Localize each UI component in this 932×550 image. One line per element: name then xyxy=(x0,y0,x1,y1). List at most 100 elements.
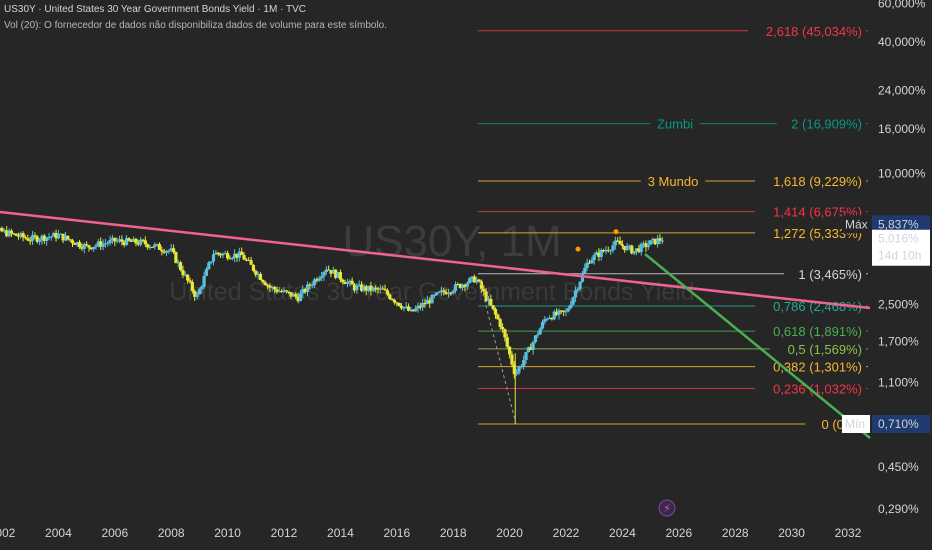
time-tick: 2010 xyxy=(214,526,241,540)
candle-body xyxy=(150,246,154,248)
candle-body xyxy=(543,319,547,322)
candle-body xyxy=(237,251,241,258)
candle-body xyxy=(136,243,140,245)
candle-body xyxy=(352,284,357,291)
candle-body xyxy=(500,326,505,330)
candle-body xyxy=(277,291,281,293)
candle-body xyxy=(287,291,291,293)
candle-body xyxy=(442,290,446,293)
candle-body xyxy=(221,253,225,256)
projection-line xyxy=(644,253,871,439)
candle-body xyxy=(120,239,124,242)
candle-body xyxy=(435,292,439,295)
candle-body xyxy=(623,245,627,251)
fib-tag: 3 Mundo xyxy=(648,174,699,189)
candle-body xyxy=(383,289,387,291)
candle-body xyxy=(33,235,37,237)
candle-body xyxy=(26,238,30,241)
candle-body xyxy=(254,270,258,275)
symbol-watermark: US30Y, 1M United States 30 Year Governme… xyxy=(169,217,694,306)
candle-body xyxy=(70,240,75,244)
candle-body xyxy=(449,292,453,294)
candle-body xyxy=(289,292,293,297)
candle-body xyxy=(247,259,251,261)
candle-body xyxy=(162,251,166,253)
price-axis[interactable]: 60,000% 40,000% 24,000% 16,000% 10,000% 2,500… xyxy=(878,0,926,516)
candle-body xyxy=(348,280,352,282)
fib-label-bg xyxy=(755,203,866,220)
candle-body xyxy=(235,253,239,258)
candle-body xyxy=(52,232,56,237)
time-tick: 2002 xyxy=(0,526,16,540)
min-value: 0,710% xyxy=(878,417,919,431)
candle-body xyxy=(270,286,274,288)
candle-body xyxy=(329,270,333,274)
candle-body xyxy=(609,250,613,252)
candle-body xyxy=(2,230,6,232)
time-axis[interactable]: 2002 2004 2006 2008 2010 2012 2014 2016 2018 2020… xyxy=(0,526,862,540)
candle-body xyxy=(89,247,93,250)
candle-body xyxy=(308,284,312,286)
time-tick: 2024 xyxy=(609,526,636,540)
candle-body xyxy=(566,308,570,312)
candle-body xyxy=(597,252,601,257)
candle-body xyxy=(357,284,361,286)
candle-body xyxy=(171,248,176,253)
candle-body xyxy=(40,235,44,240)
candle-body xyxy=(106,243,110,245)
fib-label: 2 (16,909%) xyxy=(791,117,862,132)
candle-body xyxy=(66,235,70,240)
candle-body xyxy=(472,276,476,283)
max-label: Máx xyxy=(845,217,868,231)
candle-body xyxy=(656,238,660,245)
candle-body xyxy=(399,305,404,309)
candle-body xyxy=(153,244,157,247)
chart-title: US30Y · United States 30 Year Government… xyxy=(4,4,307,15)
candle-body xyxy=(406,306,411,311)
candle-body xyxy=(350,280,354,285)
candle-body xyxy=(42,235,46,241)
candles xyxy=(0,225,664,424)
price-tags: Máx 5,837%5,016% 14d 10h Mín 0,710% xyxy=(842,215,930,433)
candle-body xyxy=(644,243,648,248)
candle-body xyxy=(334,269,338,278)
candle-body xyxy=(317,278,321,281)
time-tick: 2018 xyxy=(440,526,467,540)
candle-body xyxy=(75,242,79,245)
candle-body xyxy=(327,269,331,271)
candle-body xyxy=(362,286,366,291)
candle-body xyxy=(550,317,554,320)
candle-body xyxy=(369,285,373,291)
candle-body xyxy=(148,246,152,248)
candle-body xyxy=(505,337,509,347)
price-tick: 16,000% xyxy=(878,122,926,136)
candle-body xyxy=(240,251,244,256)
candle-body xyxy=(197,289,201,295)
candle-body xyxy=(421,302,425,308)
candle-body xyxy=(538,328,542,335)
candle-body xyxy=(73,243,77,245)
fib-label-bg xyxy=(776,115,866,132)
candle-body xyxy=(463,284,467,287)
candle-body xyxy=(176,262,180,264)
candle-body xyxy=(594,252,599,255)
candle-body xyxy=(343,282,347,284)
candle-body xyxy=(63,235,68,241)
fib-tag-bg xyxy=(640,172,706,189)
candle-body xyxy=(207,262,211,269)
candle-body xyxy=(122,241,126,246)
price-tick: 1,100% xyxy=(878,376,919,390)
candle-body xyxy=(547,317,552,319)
candle-body xyxy=(388,294,392,299)
candle-body xyxy=(576,289,580,291)
flash-icon[interactable]: ⚡ xyxy=(658,499,676,517)
candle-body xyxy=(160,249,164,252)
candle-body xyxy=(59,233,63,235)
candle-body xyxy=(395,302,399,304)
candle-body xyxy=(569,304,573,309)
fib-label-bg xyxy=(755,172,866,189)
candle-body xyxy=(0,227,4,232)
time-tick: 2030 xyxy=(778,526,805,540)
high-marker xyxy=(613,229,619,235)
